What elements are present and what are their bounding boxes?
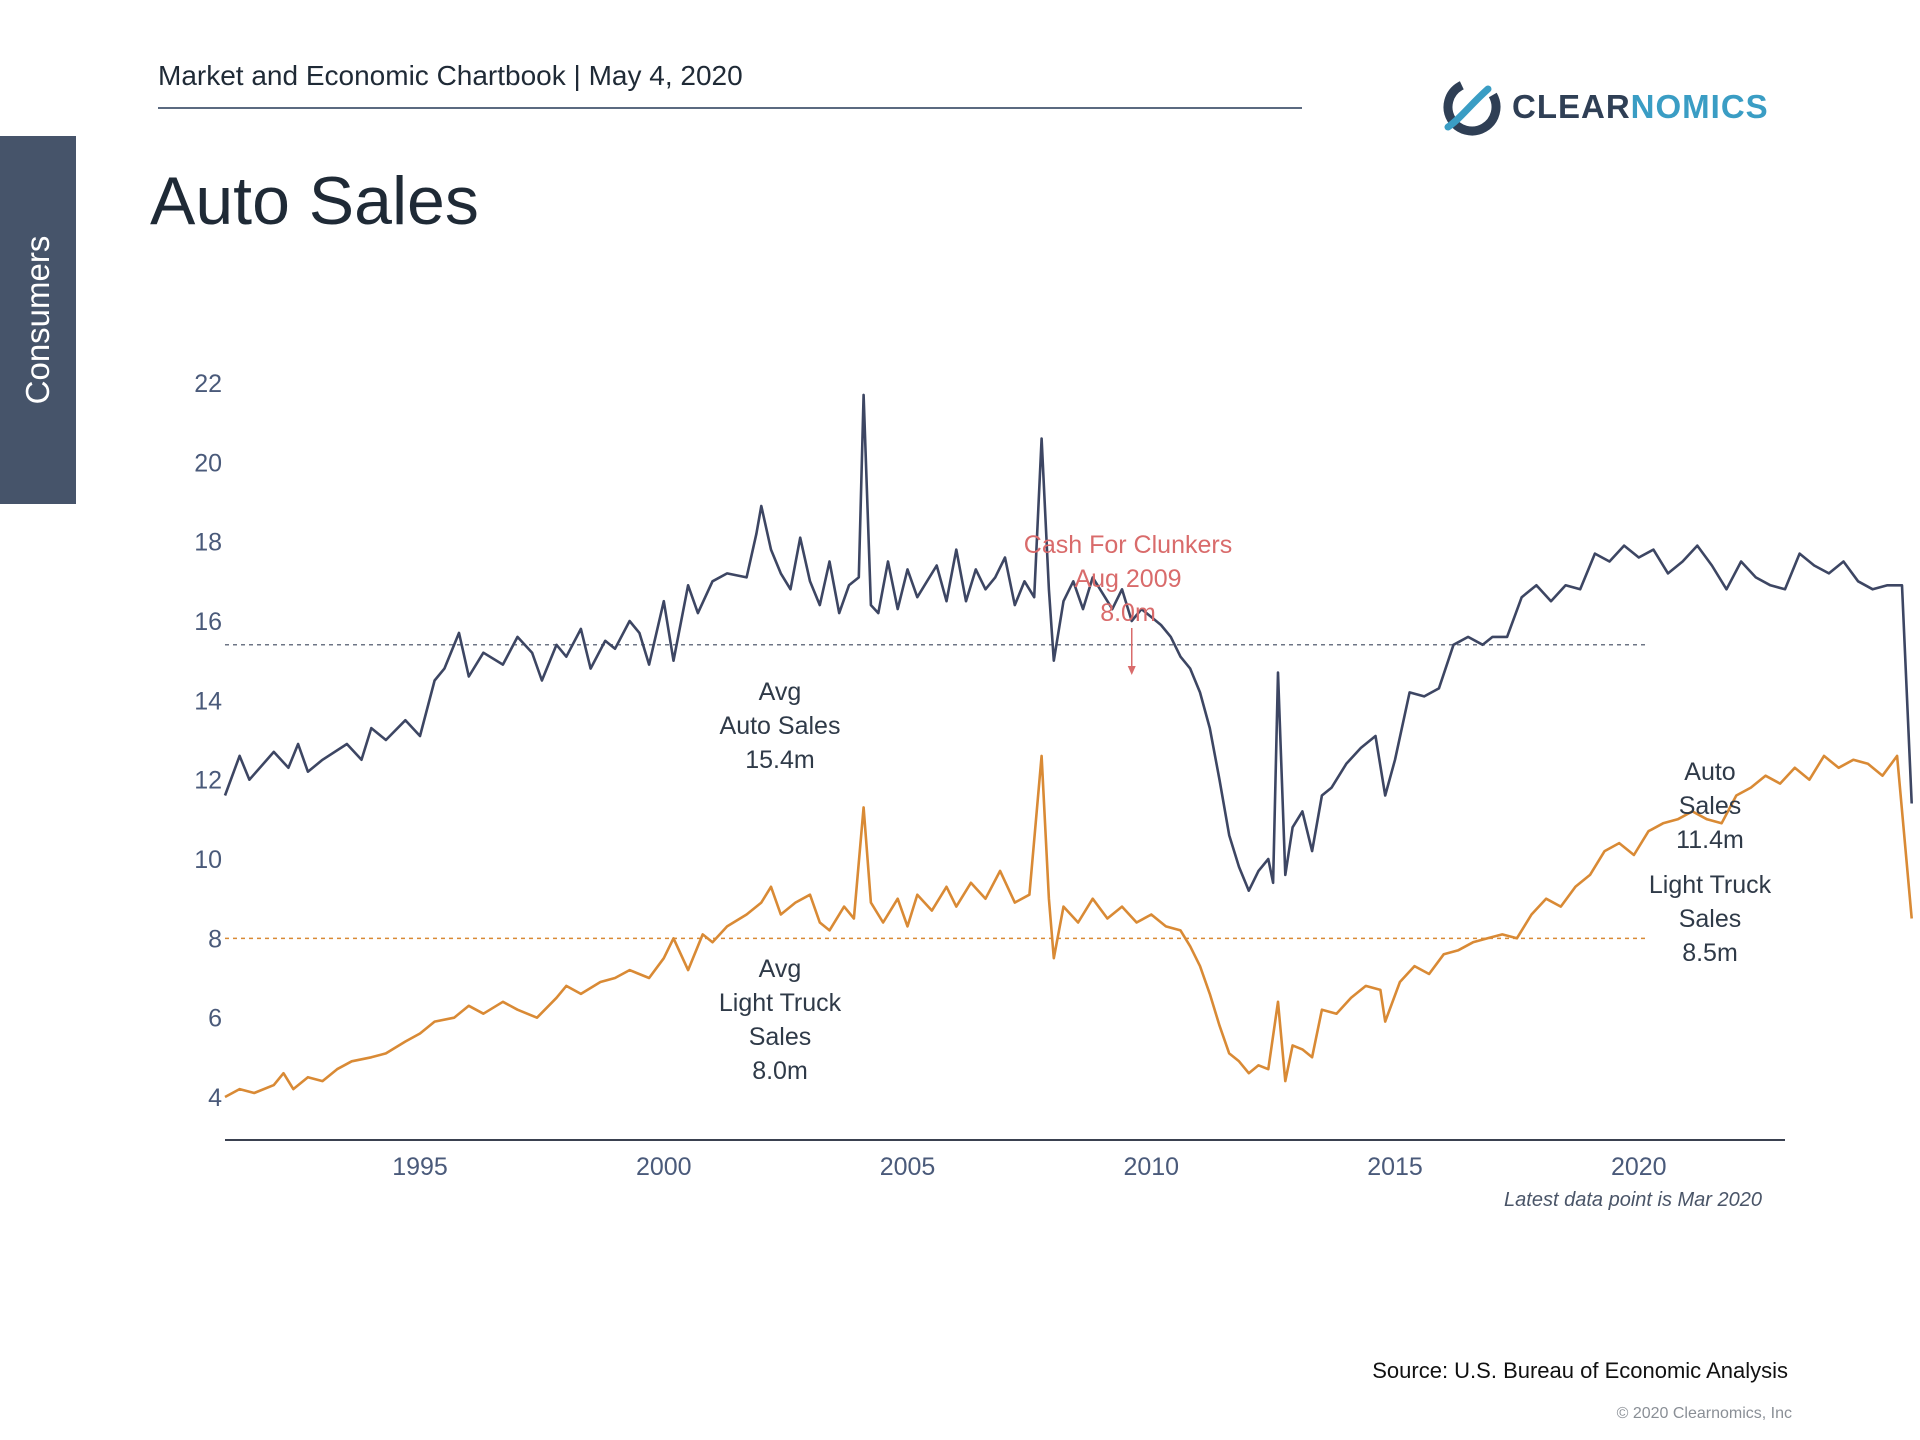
y-tick-label-22: 22	[194, 370, 222, 398]
end-label-truck-line-3: 8.5m	[1682, 939, 1738, 967]
y-tick-label-4: 4	[208, 1084, 222, 1112]
y-tick-label-14: 14	[194, 687, 222, 715]
auto-sales-line	[223, 393, 1913, 892]
header-divider	[158, 107, 1302, 109]
y-tick-label-18: 18	[194, 529, 222, 557]
x-tick-label-1995: 1995	[392, 1153, 448, 1181]
avg-truck-label-line-3: Sales	[749, 1023, 812, 1051]
avg-truck-label-line-2: Light Truck	[719, 989, 842, 1017]
avg-truck-label-line-1: Avg	[759, 955, 802, 983]
logo-wordmark-part1: CLEAR	[1512, 88, 1631, 125]
light-truck-sales-line	[224, 754, 1913, 1099]
end-label-auto-line-3: 11.4m	[1676, 826, 1744, 854]
avg-auto-label-line-3: 15.4m	[745, 746, 814, 774]
x-tick-label-2010: 2010	[1123, 1153, 1179, 1181]
x-tick-label-2005: 2005	[880, 1153, 936, 1181]
y-tick-label-12: 12	[194, 767, 222, 795]
x-tick-label-2020: 2020	[1611, 1153, 1667, 1181]
y-tick-label-8: 8	[208, 925, 222, 953]
y-tick-label-20: 20	[194, 449, 222, 477]
end-label-truck-line-2: Sales	[1679, 905, 1742, 933]
avg-truck-label-line-4: 8.0m	[752, 1057, 808, 1085]
annotation-arrow-head	[1127, 666, 1136, 675]
source-note: Source: U.S. Bureau of Economic Analysis	[1372, 1358, 1788, 1383]
logo-wordmark: CLEARNOMICS	[1512, 88, 1769, 126]
avg-auto-label-line-1: Avg	[759, 678, 802, 706]
cash-for-clunkers-label-line-2: Aug 2009	[1074, 565, 1181, 593]
page-title: Auto Sales	[150, 163, 479, 239]
copyright-note: © 2020 Clearnomics, Inc	[1616, 1405, 1792, 1422]
x-tick-label-2015: 2015	[1367, 1153, 1423, 1181]
y-tick-label-6: 6	[208, 1005, 222, 1033]
avg-auto-label-line-2: Auto Sales	[720, 712, 841, 740]
latest-data-note: Latest data point is Mar 2020	[1504, 1189, 1762, 1211]
cash-for-clunkers-label-line-1: Cash For Clunkers	[1024, 531, 1232, 559]
y-tick-label-16: 16	[194, 608, 222, 636]
cash-for-clunkers-label-line-3: 8.0m	[1100, 599, 1156, 627]
logo-wordmark-part2: NOMICS	[1630, 88, 1769, 125]
y-tick-label-10: 10	[194, 846, 222, 874]
clearnomics-logo-icon	[1443, 78, 1501, 136]
end-label-truck-line-1: Light Truck	[1649, 871, 1772, 899]
end-label-auto-line-2: Sales	[1679, 792, 1742, 820]
section-tab-consumers: Consumers	[0, 136, 76, 504]
end-label-auto-line-1: Auto	[1684, 758, 1735, 786]
clearnomics-logo: CLEARNOMICS	[1440, 72, 1769, 142]
x-tick-label-2000: 2000	[636, 1153, 692, 1181]
chartbook-header: Market and Economic Chartbook | May 4, 2…	[158, 60, 743, 91]
